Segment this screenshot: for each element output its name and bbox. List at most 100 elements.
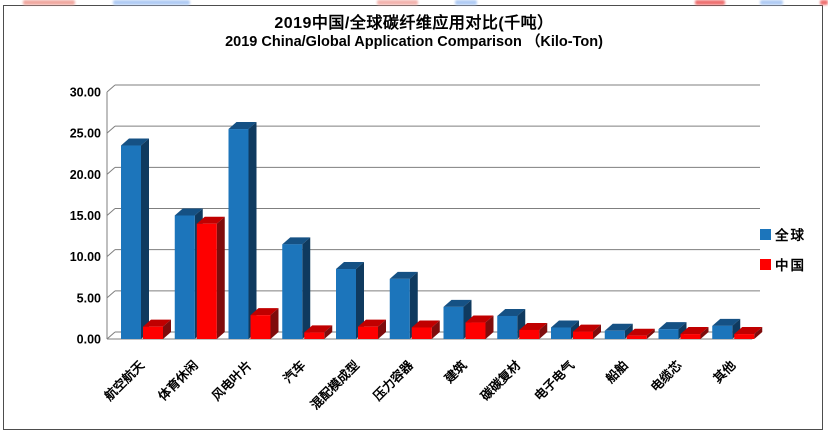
bar-top-全球-碳碳复材 xyxy=(497,308,526,316)
y-axis-tick xyxy=(106,208,116,216)
bar-中国-其他 xyxy=(734,334,755,339)
y-tick-label: 5.00 xyxy=(77,291,101,305)
edge-artifact xyxy=(820,0,828,5)
x-category-label: 航空航天 xyxy=(101,357,147,403)
y-tick-label: 30.00 xyxy=(70,86,101,100)
bar-side-中国-建筑 xyxy=(485,315,494,339)
y-tick-label: 10.00 xyxy=(70,250,101,264)
bar-top-全球-混配模成型 xyxy=(336,262,364,270)
bar-中国-建筑 xyxy=(465,322,486,339)
bar-side-全球-风电叶片 xyxy=(248,122,257,339)
bar-top-中国-碳碳复材 xyxy=(519,322,548,330)
edge-artifact xyxy=(23,0,75,5)
bar-side-中国-电缆芯 xyxy=(700,327,709,339)
y-tick-label: 15.00 xyxy=(70,209,101,223)
x-category-label: 其他 xyxy=(710,357,739,386)
bar-中国-电子电气 xyxy=(573,331,593,339)
bar-side-全球-压力容器 xyxy=(409,271,418,339)
x-category-label: 碳碳复材 xyxy=(477,357,523,403)
bar-top-中国-电缆芯 xyxy=(680,327,709,335)
edge-artifact xyxy=(377,0,418,5)
legend-item-china: 中国 xyxy=(760,254,806,274)
bar-全球-混配模成型 xyxy=(336,269,356,339)
bar-side-中国-船舶 xyxy=(646,328,655,339)
x-category-label: 混配模成型 xyxy=(307,357,362,412)
bar-中国-航空航天 xyxy=(143,326,163,339)
bar-全球-航空航天 xyxy=(121,145,141,339)
bar-top-全球-船舶 xyxy=(604,323,633,331)
bar-中国-体育休闲 xyxy=(196,223,217,339)
bar-top-中国-电子电气 xyxy=(573,324,601,332)
bar-top-中国-航空航天 xyxy=(143,319,171,327)
bar-中国-压力容器 xyxy=(411,327,432,339)
bar-side-中国-混配模成型 xyxy=(378,319,386,339)
bar-中国-电缆芯 xyxy=(680,334,701,339)
y-axis-tick xyxy=(106,166,116,175)
bar-中国-船舶 xyxy=(626,335,647,339)
bar-全球-风电叶片 xyxy=(228,129,249,339)
bar-side-全球-航空航天 xyxy=(141,138,149,339)
bar-top-全球-压力容器 xyxy=(389,271,418,279)
x-category-label: 体育休闲 xyxy=(155,358,201,404)
edge-artifact xyxy=(760,0,783,5)
x-category-label: 电缆芯 xyxy=(647,357,684,394)
china-series-swatch-icon xyxy=(760,258,771,270)
bar-side-中国-其他 xyxy=(754,327,763,339)
global-series-swatch-icon xyxy=(760,228,771,240)
legend-label-global: 全球 xyxy=(775,228,806,243)
bar-全球-其他 xyxy=(712,325,733,339)
bar-top-全球-风电叶片 xyxy=(228,122,257,130)
y-axis-tick xyxy=(106,331,116,340)
bar-top-中国-风电叶片 xyxy=(250,308,279,316)
y-axis-tick xyxy=(106,249,116,258)
legend-label-china: 中国 xyxy=(775,258,806,273)
bar-top-全球-电缆芯 xyxy=(658,322,687,330)
chart-title-chinese: 2019中国/全球碳纤维应用对比(千吨） xyxy=(274,15,554,32)
bar-top-中国-体育休闲 xyxy=(196,216,225,224)
bar-side-全球-汽车 xyxy=(302,237,311,339)
bar-side-中国-碳碳复材 xyxy=(539,322,548,339)
page-edge-artifacts xyxy=(0,0,828,6)
legend-item-global: 全球 xyxy=(760,224,806,244)
bar-top-全球-航空航天 xyxy=(121,138,149,146)
bar-中国-碳碳复材 xyxy=(519,329,540,339)
y-tick-label: 25.00 xyxy=(70,127,101,141)
bar-全球-电缆芯 xyxy=(658,329,679,339)
bar-side-全球-船舶 xyxy=(624,323,633,339)
chart-title-english: 2019 China/Global Application Comparison… xyxy=(225,34,603,50)
bar-top-中国-压力容器 xyxy=(411,320,440,328)
y-axis-tick xyxy=(106,290,116,299)
x-category-label: 风电叶片 xyxy=(209,358,255,404)
x-category-label: 压力容器 xyxy=(370,357,416,403)
y-axis-tick xyxy=(106,125,116,134)
bar-全球-体育休闲 xyxy=(174,215,195,339)
bar-全球-建筑 xyxy=(443,306,464,339)
bar-全球-汽车 xyxy=(282,244,303,339)
bar-中国-风电叶片 xyxy=(250,315,271,339)
bar-side-中国-体育休闲 xyxy=(216,216,225,339)
bar-top-中国-混配模成型 xyxy=(358,319,386,327)
chart-legend: 全球 中国 xyxy=(760,224,806,284)
bar-全球-电子电气 xyxy=(551,327,571,339)
bar-top-全球-电子电气 xyxy=(551,320,579,328)
y-tick-label: 20.00 xyxy=(70,168,101,182)
bar-side-全球-其他 xyxy=(732,318,741,339)
bar-side-中国-电子电气 xyxy=(593,324,601,339)
bar-top-中国-建筑 xyxy=(465,315,494,323)
edge-artifact xyxy=(695,0,725,5)
bar-中国-混配模成型 xyxy=(358,326,378,339)
bar-top-全球-汽车 xyxy=(282,237,311,245)
x-category-label: 船舶 xyxy=(603,358,631,386)
y-tick-label: 0.00 xyxy=(77,333,101,347)
bar-side-中国-航空航天 xyxy=(163,319,171,339)
bar-side-中国-风电叶片 xyxy=(270,308,279,339)
bar-side-全球-混配模成型 xyxy=(356,262,364,339)
bar-top-中国-其他 xyxy=(734,327,763,335)
x-category-label: 电子电气 xyxy=(531,357,577,403)
x-category-label: 汽车 xyxy=(280,357,309,386)
bar-全球-压力容器 xyxy=(389,278,410,339)
bar-全球-碳碳复材 xyxy=(497,315,518,339)
bar-top-全球-体育休闲 xyxy=(174,208,203,216)
bar-top-中国-船舶 xyxy=(626,328,655,336)
